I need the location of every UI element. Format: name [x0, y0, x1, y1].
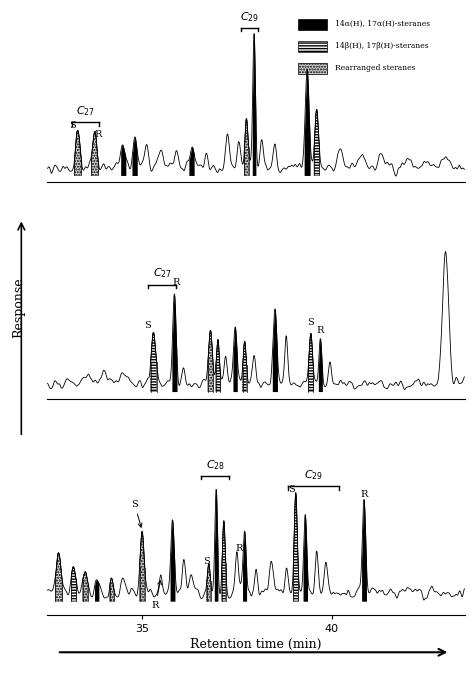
- Text: $C_{27}$: $C_{27}$: [153, 266, 172, 281]
- Text: 14α(H), 17α(H)-steranes: 14α(H), 17α(H)-steranes: [335, 20, 430, 28]
- Text: R: R: [152, 581, 162, 610]
- Bar: [298, 18, 327, 29]
- Bar: [298, 41, 327, 52]
- X-axis label: Retention time (min): Retention time (min): [190, 638, 322, 651]
- Text: R: R: [317, 326, 324, 335]
- Text: $C_{29}$: $C_{29}$: [304, 469, 323, 482]
- Text: S: S: [131, 500, 142, 527]
- Text: S: S: [69, 122, 75, 130]
- Text: R: R: [95, 130, 102, 139]
- Text: Response: Response: [12, 277, 25, 337]
- Text: $C_{29}$: $C_{29}$: [240, 10, 259, 23]
- Text: R: R: [360, 490, 368, 499]
- Bar: [298, 63, 327, 74]
- Text: S: S: [145, 320, 151, 330]
- Text: R: R: [173, 279, 180, 288]
- Text: 14β(H), 17β(H)-steranes: 14β(H), 17β(H)-steranes: [335, 42, 429, 50]
- Text: S: S: [308, 318, 314, 327]
- Text: S: S: [203, 557, 210, 566]
- Text: $C_{28}$: $C_{28}$: [206, 458, 225, 471]
- Text: Rearranged steranes: Rearranged steranes: [335, 64, 416, 72]
- Text: S: S: [289, 486, 295, 494]
- Text: R: R: [235, 544, 243, 553]
- Text: $C_{27}$: $C_{27}$: [76, 104, 95, 117]
